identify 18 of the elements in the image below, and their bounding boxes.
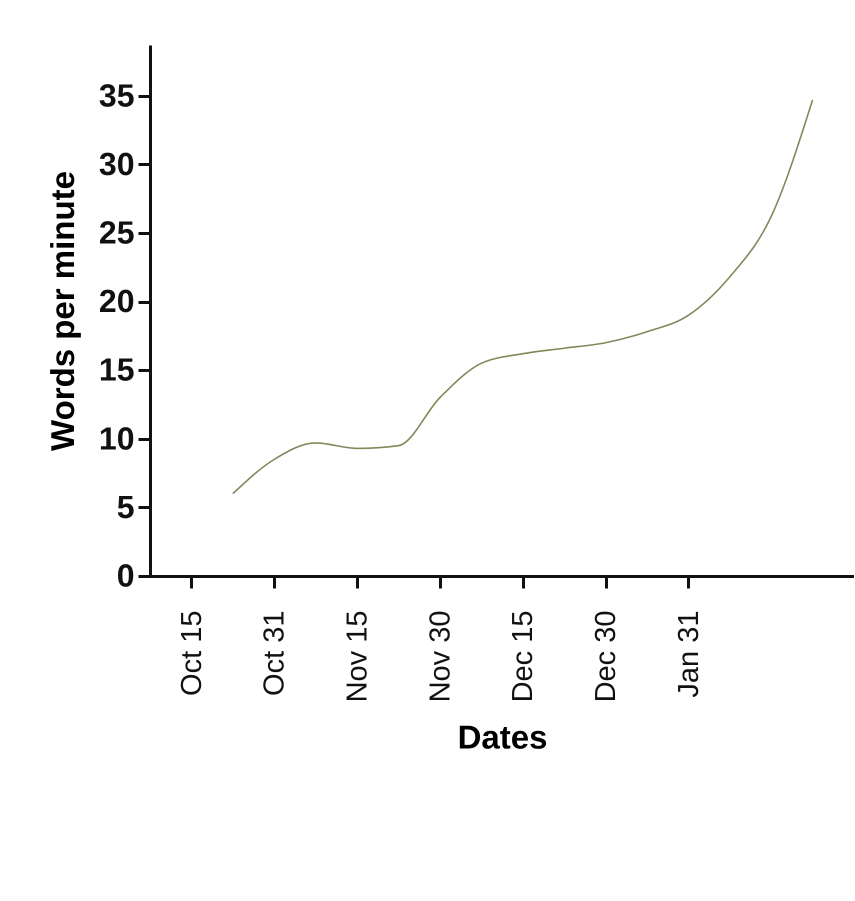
y-tick-label: 25 — [98, 214, 134, 250]
x-tick-label: Jan 31 — [672, 610, 705, 698]
y-tick-label: 10 — [98, 420, 134, 456]
y-tick-label: 15 — [98, 352, 134, 388]
y-tick-label: 5 — [116, 488, 134, 525]
x-tick-label: Oct 31 — [258, 610, 291, 696]
y-tick-label: 30 — [98, 146, 134, 182]
x-axis-title: Dates — [458, 718, 548, 756]
x-tick-label: Dec 15 — [507, 610, 540, 702]
y-tick-label: 35 — [98, 77, 134, 114]
x-tick-label: Oct 15 — [176, 610, 208, 696]
y-axis-title: Words per minute — [44, 171, 81, 451]
x-tick-label: Nov 30 — [424, 610, 456, 702]
line-series — [232, 99, 814, 494]
x-tick-label: Nov 15 — [342, 610, 374, 702]
y-tick-label: 0 — [116, 558, 134, 594]
x-tick-label: Dec 30 — [590, 610, 622, 702]
y-tick-label: 20 — [98, 283, 134, 320]
